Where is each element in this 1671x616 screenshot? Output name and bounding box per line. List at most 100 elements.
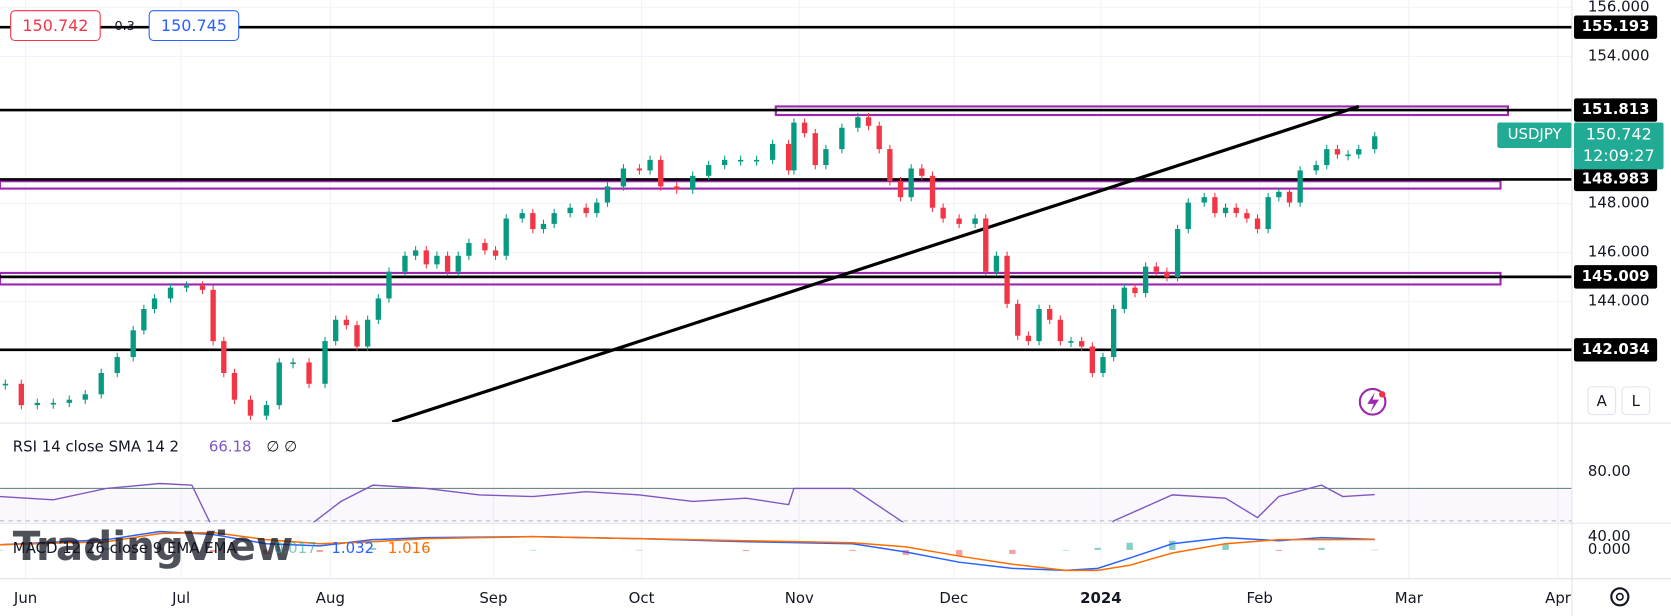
candle-body: [540, 223, 547, 230]
candle-body: [151, 298, 158, 309]
auto-button[interactable]: [1587, 386, 1617, 416]
x-tick-label: Nov: [785, 589, 814, 607]
candle-body: [706, 165, 712, 176]
candle-body: [855, 117, 861, 128]
candle-body: [221, 341, 227, 373]
candle-body: [18, 383, 24, 406]
candle-body: [1334, 149, 1341, 155]
candle-body: [434, 255, 440, 265]
candle-body: [1244, 213, 1250, 219]
macd-title: MACD 12 26 close 9 EMA EMA: [13, 539, 238, 557]
candle-body: [1036, 308, 1042, 342]
settings-center: [1615, 592, 1624, 601]
macd-line: [0, 531, 1375, 572]
level-label: 148.983: [1582, 169, 1650, 187]
candle-body: [1372, 136, 1378, 150]
candle-body: [402, 255, 408, 272]
symbol-label: USDJPY: [1508, 125, 1563, 143]
candle-body: [1164, 271, 1170, 278]
candle-body: [993, 255, 1000, 272]
x-tick-label: 2024: [1080, 589, 1121, 607]
candle-body: [343, 319, 350, 326]
signal-value: 1.016: [388, 539, 431, 557]
candle-body: [1222, 207, 1229, 214]
histogram-bar: [316, 549, 323, 552]
histogram-bar: [742, 549, 750, 551]
x-tick-label: Feb: [1246, 589, 1272, 607]
candle-body: [210, 289, 216, 342]
y-tick-label: 146.000: [1588, 243, 1650, 261]
x-tick-label: Sep: [479, 589, 507, 607]
candle-body: [583, 207, 589, 214]
level-label: 155.193: [1582, 17, 1650, 35]
rsi-title: RSI 14 close SMA 14 2: [13, 438, 179, 456]
candle-body: [1110, 308, 1117, 358]
level-label-box: [1574, 338, 1658, 362]
candle-body: [263, 405, 270, 416]
y-tick-label: 154.000: [1588, 46, 1650, 64]
candle-body: [482, 243, 488, 251]
candle-body: [1079, 341, 1085, 347]
x-tick-label: Jul: [171, 589, 190, 607]
settings-icon[interactable]: [1610, 587, 1630, 607]
candle-body: [1313, 165, 1319, 171]
candle-body: [737, 159, 744, 162]
candle-body: [636, 168, 643, 171]
candle-body: [876, 125, 882, 150]
candle-body: [364, 319, 371, 347]
candle-body: [2, 383, 8, 386]
candle-body: [276, 362, 282, 406]
candle-body: [412, 250, 419, 256]
ask: 150.745: [161, 16, 227, 35]
candle-body: [647, 159, 653, 171]
candle-body: [34, 402, 40, 406]
ask-box[interactable]: [148, 10, 240, 42]
histogram-bar: [0, 549, 4, 551]
x-tick-label: Aug: [316, 589, 345, 607]
candle-body: [98, 372, 104, 395]
candle-body: [929, 175, 936, 208]
level-label-box: [1574, 98, 1658, 122]
candle-body: [167, 287, 174, 299]
candle-body: [812, 133, 818, 166]
histogram-bar: [263, 549, 270, 555]
price-label: 150.742: [1586, 125, 1652, 144]
histogram-bar: [1169, 540, 1176, 550]
histogram-bar: [209, 549, 217, 552]
rsi-value: 66.18: [209, 438, 252, 456]
macd-hist-value: 0.017: [274, 539, 317, 557]
histogram-bar: [1222, 543, 1229, 550]
candle-body: [690, 175, 696, 190]
alert-icon[interactable]: [1358, 387, 1387, 416]
histogram-bar: [1009, 549, 1016, 555]
candle-body: [551, 213, 557, 224]
candle-body: [1025, 335, 1032, 342]
watermark: TradingView: [13, 522, 293, 570]
candle-body: [114, 357, 120, 373]
candle-body: [1132, 287, 1138, 294]
candle-body: [130, 330, 136, 358]
candle-body: [423, 250, 429, 265]
log-button[interactable]: [1621, 386, 1651, 416]
histogram-bar: [1318, 547, 1325, 550]
candle-body: [604, 186, 611, 203]
candle-body: [466, 243, 472, 256]
candle-body: [658, 159, 664, 187]
candle-body: [823, 149, 829, 166]
candle-body: [722, 159, 728, 166]
candle-body: [785, 143, 792, 171]
histogram-bar: [636, 549, 643, 551]
candle-body: [1297, 170, 1303, 203]
macd-value: 1.032: [331, 539, 374, 557]
candle-body: [620, 168, 627, 187]
histogram-bar: [423, 548, 430, 550]
bid-box[interactable]: [10, 10, 101, 42]
candle-body: [386, 271, 392, 299]
candle-body: [354, 325, 360, 347]
zone: [0, 180, 1502, 190]
histogram-bar: [156, 547, 164, 550]
candle-body: [1185, 202, 1191, 230]
candle-body: [306, 362, 312, 384]
